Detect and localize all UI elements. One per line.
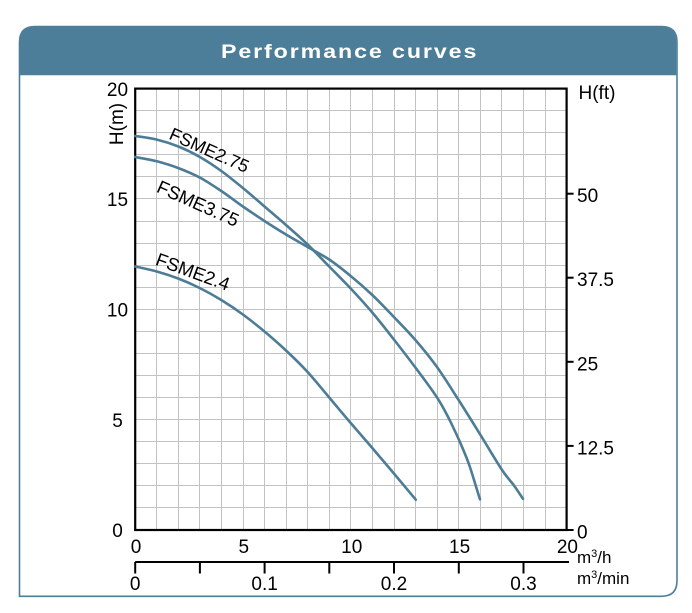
svg-text:25: 25: [577, 354, 598, 375]
svg-text:0: 0: [131, 537, 142, 558]
svg-text:0.3: 0.3: [510, 574, 536, 595]
svg-text:H(m): H(m): [107, 103, 128, 145]
svg-text:50: 50: [577, 186, 598, 207]
svg-text:20: 20: [107, 80, 128, 101]
svg-text:15: 15: [449, 537, 470, 558]
svg-text:m3/h: m3/h: [577, 548, 611, 567]
svg-text:Performance curves: Performance curves: [221, 41, 478, 63]
svg-text:0.2: 0.2: [381, 574, 407, 595]
svg-text:12.5: 12.5: [577, 438, 614, 459]
svg-text:H(ft): H(ft): [579, 83, 616, 104]
svg-text:m3/min: m3/min: [577, 569, 629, 588]
svg-text:15: 15: [107, 190, 128, 211]
svg-text:0: 0: [112, 521, 123, 542]
svg-text:10: 10: [107, 301, 128, 322]
svg-text:0: 0: [130, 574, 141, 595]
svg-text:5: 5: [112, 411, 123, 432]
svg-text:0.1: 0.1: [251, 574, 277, 595]
svg-text:10: 10: [341, 537, 362, 558]
svg-text:20: 20: [557, 537, 578, 558]
svg-text:0: 0: [577, 523, 588, 544]
svg-text:5: 5: [239, 537, 250, 558]
svg-text:37.5: 37.5: [577, 270, 614, 291]
